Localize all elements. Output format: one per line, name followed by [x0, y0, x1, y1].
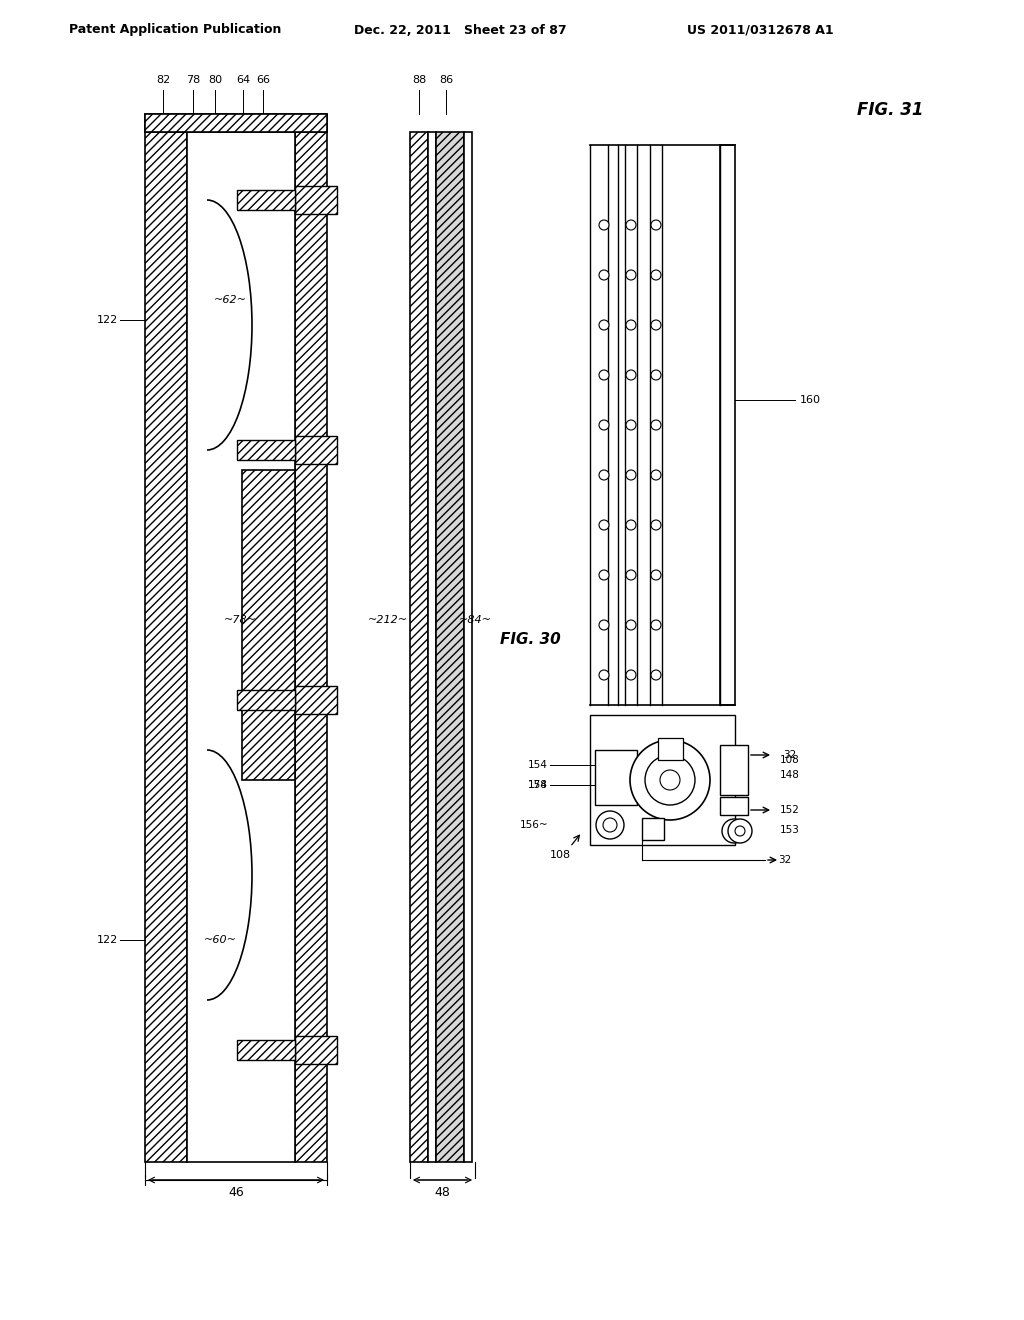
Circle shape: [645, 755, 695, 805]
Circle shape: [626, 370, 636, 380]
Text: FIG. 31: FIG. 31: [857, 102, 924, 119]
Circle shape: [651, 520, 662, 531]
Circle shape: [722, 818, 746, 843]
Text: 122: 122: [96, 935, 118, 945]
Text: ~60~: ~60~: [204, 935, 237, 945]
Circle shape: [729, 826, 739, 836]
Text: 154: 154: [528, 760, 548, 770]
Text: ~62~: ~62~: [213, 294, 247, 305]
Circle shape: [626, 470, 636, 480]
Circle shape: [626, 319, 636, 330]
Text: FIG. 30: FIG. 30: [500, 632, 560, 648]
Circle shape: [599, 271, 609, 280]
Text: 80: 80: [208, 75, 222, 84]
Bar: [595, 750, 637, 805]
Text: ~84~: ~84~: [459, 615, 492, 624]
Bar: [145, 132, 187, 1162]
Circle shape: [651, 470, 662, 480]
Circle shape: [651, 370, 662, 380]
Circle shape: [630, 741, 710, 820]
Text: 86: 86: [439, 75, 453, 84]
Bar: [295, 132, 327, 1162]
Circle shape: [651, 319, 662, 330]
Text: 174: 174: [528, 780, 548, 789]
Text: 152: 152: [780, 805, 800, 814]
Circle shape: [596, 810, 624, 840]
Bar: [187, 132, 295, 1162]
Text: US 2011/0312678 A1: US 2011/0312678 A1: [687, 24, 834, 37]
Circle shape: [599, 570, 609, 579]
Circle shape: [626, 671, 636, 680]
Circle shape: [626, 570, 636, 579]
Circle shape: [651, 570, 662, 579]
Text: 48: 48: [434, 1185, 451, 1199]
Circle shape: [651, 671, 662, 680]
Text: 156~: 156~: [519, 820, 548, 830]
Circle shape: [603, 818, 617, 832]
Text: 46: 46: [228, 1185, 244, 1199]
Bar: [237, 690, 295, 710]
Text: 32: 32: [783, 750, 797, 760]
Bar: [295, 186, 337, 214]
Bar: [720, 797, 748, 814]
Bar: [242, 470, 295, 780]
Text: 108: 108: [780, 755, 800, 766]
Bar: [237, 440, 295, 459]
Text: 108: 108: [550, 850, 570, 861]
Circle shape: [651, 620, 662, 630]
Circle shape: [599, 470, 609, 480]
Text: 82: 82: [156, 75, 170, 84]
Text: 66: 66: [256, 75, 270, 84]
Bar: [590, 715, 735, 845]
Bar: [410, 132, 428, 1162]
Circle shape: [651, 420, 662, 430]
Text: 160: 160: [800, 395, 820, 405]
Circle shape: [599, 671, 609, 680]
Circle shape: [735, 826, 745, 836]
Bar: [720, 744, 748, 795]
Text: 158: 158: [528, 780, 548, 789]
Circle shape: [599, 370, 609, 380]
Bar: [428, 132, 436, 1162]
Text: 78: 78: [186, 75, 200, 84]
Text: 122: 122: [96, 315, 118, 325]
Circle shape: [599, 620, 609, 630]
Text: Dec. 22, 2011   Sheet 23 of 87: Dec. 22, 2011 Sheet 23 of 87: [353, 24, 566, 37]
Text: 148: 148: [780, 770, 800, 780]
Circle shape: [599, 319, 609, 330]
Circle shape: [599, 520, 609, 531]
Bar: [720, 145, 735, 705]
Bar: [237, 1040, 295, 1060]
Text: 88: 88: [412, 75, 426, 84]
Circle shape: [626, 520, 636, 531]
Circle shape: [626, 220, 636, 230]
Bar: [658, 738, 683, 760]
Circle shape: [651, 271, 662, 280]
Text: 32: 32: [778, 855, 792, 865]
Circle shape: [651, 220, 662, 230]
Circle shape: [626, 271, 636, 280]
Bar: [145, 114, 327, 132]
Text: 64: 64: [236, 75, 250, 84]
Bar: [464, 132, 472, 1162]
Circle shape: [728, 818, 752, 843]
Text: 153: 153: [780, 825, 800, 836]
Bar: [436, 132, 464, 1162]
Bar: [642, 818, 664, 840]
Bar: [295, 686, 337, 714]
Text: ~212~: ~212~: [368, 615, 408, 624]
Text: ~78~: ~78~: [223, 615, 256, 624]
Circle shape: [626, 620, 636, 630]
Bar: [145, 114, 327, 132]
Circle shape: [626, 420, 636, 430]
Circle shape: [599, 220, 609, 230]
Bar: [295, 1036, 337, 1064]
Bar: [237, 190, 295, 210]
Bar: [295, 436, 337, 465]
Text: Patent Application Publication: Patent Application Publication: [69, 24, 282, 37]
Circle shape: [660, 770, 680, 789]
Circle shape: [599, 420, 609, 430]
